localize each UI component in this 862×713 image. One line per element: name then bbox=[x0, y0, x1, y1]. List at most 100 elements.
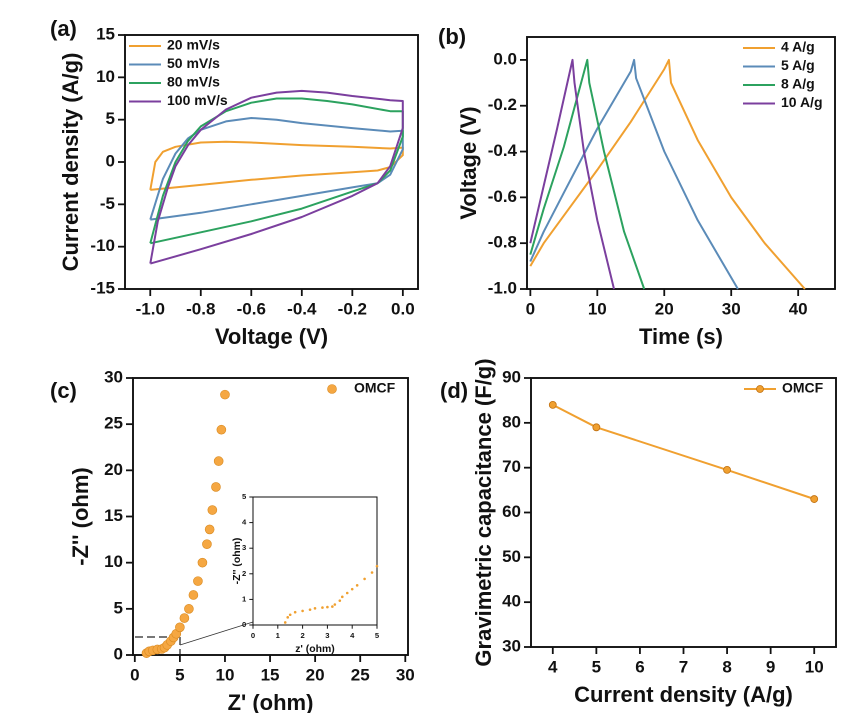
legend-marker bbox=[756, 385, 764, 393]
x-tick-label: 5 bbox=[375, 631, 380, 640]
x-axis-title: Current density (A/g) bbox=[574, 682, 793, 707]
x-tick-label: -0.6 bbox=[237, 299, 266, 318]
plot-frame bbox=[132, 377, 409, 656]
point bbox=[202, 539, 212, 550]
legend-label: 8 A/g bbox=[781, 76, 815, 92]
series-line bbox=[552, 404, 815, 500]
y-tick-label: 5 bbox=[114, 598, 123, 617]
x-tick-label: 20 bbox=[655, 299, 674, 318]
y-tick-label: 5 bbox=[242, 492, 247, 501]
y-tick-label: 20 bbox=[104, 460, 123, 479]
point bbox=[283, 621, 287, 624]
x-tick-label: -0.2 bbox=[338, 299, 367, 318]
legend-label: 20 mV/s bbox=[167, 37, 220, 53]
legend-label: 4 A/g bbox=[781, 39, 815, 55]
legend-label: OMCF bbox=[782, 380, 824, 396]
y-tick-label: 1 bbox=[242, 594, 247, 603]
y-tick-label: 50 bbox=[502, 547, 521, 566]
point bbox=[370, 571, 374, 574]
panel-label: (d) bbox=[440, 378, 468, 403]
x-tick-label: 40 bbox=[789, 299, 808, 318]
x-axis-title: z' (ohm) bbox=[295, 644, 335, 655]
x-tick-label: 4 bbox=[548, 657, 558, 676]
x-tick-label: 4 bbox=[350, 631, 355, 640]
y-tick-label: -15 bbox=[90, 278, 115, 297]
point bbox=[345, 591, 349, 595]
point bbox=[363, 577, 366, 581]
x-axis-title: Z' (ohm) bbox=[228, 690, 314, 713]
marker bbox=[548, 400, 557, 409]
point bbox=[184, 604, 194, 614]
y-tick-label: -10 bbox=[90, 236, 115, 255]
point bbox=[207, 505, 218, 515]
plot-frame bbox=[124, 34, 419, 290]
y-axis-title: Current density (A/g) bbox=[58, 53, 83, 272]
x-tick-label: 0.0 bbox=[391, 299, 415, 318]
y-tick-label: 0 bbox=[106, 151, 115, 170]
y-tick-label: -5 bbox=[100, 194, 115, 213]
point bbox=[288, 613, 292, 617]
y-axis-title: -Z'' (ohm) bbox=[232, 538, 243, 585]
series-line bbox=[149, 140, 404, 191]
legend-label: 10 A/g bbox=[781, 94, 823, 110]
series-line bbox=[529, 58, 739, 290]
series-line bbox=[149, 117, 404, 221]
y-axis-title: Voltage (V) bbox=[456, 106, 481, 219]
marker bbox=[592, 423, 601, 432]
panel-label: (c) bbox=[50, 378, 77, 403]
x-tick-label: 25 bbox=[351, 665, 370, 684]
y-tick-label: 5 bbox=[106, 109, 115, 128]
y-tick-label: 80 bbox=[502, 412, 521, 431]
legend-label: OMCF bbox=[354, 380, 396, 396]
y-tick-label: 10 bbox=[96, 67, 115, 86]
inset-background bbox=[253, 497, 377, 625]
point bbox=[375, 564, 379, 568]
x-tick-label: 30 bbox=[396, 665, 415, 684]
x-tick-label: -1.0 bbox=[136, 299, 165, 318]
x-tick-label: -0.8 bbox=[186, 299, 215, 318]
x-tick-label: 10 bbox=[216, 665, 235, 684]
x-tick-label: 15 bbox=[261, 665, 280, 684]
series-line bbox=[529, 58, 806, 290]
x-tick-label: 1 bbox=[276, 631, 281, 640]
y-axis-title: -Z'' (ohm) bbox=[68, 467, 93, 565]
x-tick-label: 10 bbox=[588, 299, 607, 318]
x-tick-label: 2 bbox=[300, 631, 304, 640]
x-tick-label: 10 bbox=[805, 657, 824, 676]
point bbox=[179, 613, 190, 623]
y-tick-label: 0 bbox=[114, 644, 123, 663]
y-tick-label: 4 bbox=[242, 518, 247, 527]
y-tick-label: 40 bbox=[502, 592, 521, 611]
legend-label: 5 A/g bbox=[781, 57, 815, 73]
x-tick-label: 3 bbox=[325, 631, 329, 640]
y-axis-title: Gravimetric capacitance (F/g) bbox=[471, 358, 496, 666]
legend-label: 50 mV/s bbox=[167, 55, 220, 71]
point bbox=[211, 482, 221, 492]
legend-marker bbox=[327, 384, 337, 394]
y-tick-label: -0.4 bbox=[488, 141, 518, 160]
point bbox=[293, 610, 297, 614]
y-tick-label: 2 bbox=[242, 569, 246, 578]
panel-label: (a) bbox=[50, 16, 77, 41]
point bbox=[313, 607, 317, 610]
y-tick-label: 0.0 bbox=[493, 49, 517, 68]
y-tick-label: -0.2 bbox=[488, 95, 517, 114]
y-tick-label: 70 bbox=[502, 457, 521, 476]
point bbox=[331, 605, 334, 608]
point bbox=[338, 599, 342, 602]
point bbox=[188, 590, 199, 600]
legend-label: 80 mV/s bbox=[167, 74, 220, 90]
y-tick-label: 3 bbox=[242, 543, 246, 552]
y-tick-label: -0.6 bbox=[488, 187, 517, 206]
marker bbox=[723, 466, 731, 474]
x-axis-title: Voltage (V) bbox=[215, 324, 328, 349]
point bbox=[333, 603, 337, 606]
y-tick-label: 10 bbox=[104, 552, 123, 571]
x-tick-label: 0 bbox=[130, 665, 139, 684]
point bbox=[355, 584, 359, 587]
series-line bbox=[529, 58, 646, 290]
series-line bbox=[529, 58, 615, 290]
x-axis-title: Time (s) bbox=[639, 324, 723, 349]
x-tick-label: 0 bbox=[251, 631, 255, 640]
